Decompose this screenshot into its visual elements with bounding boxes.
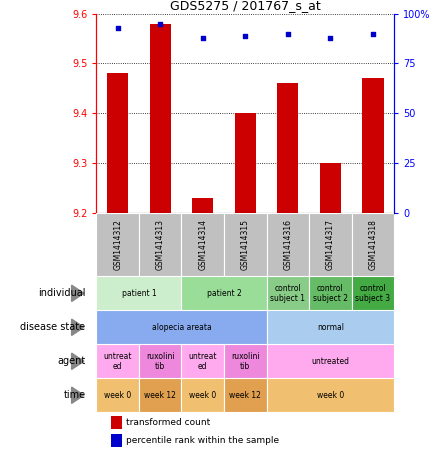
Text: alopecia areata: alopecia areata — [152, 323, 211, 332]
Bar — [139, 344, 181, 378]
Text: ruxolini
tib: ruxolini tib — [231, 352, 260, 371]
Text: patient 2: patient 2 — [207, 289, 241, 298]
Text: percentile rank within the sample: percentile rank within the sample — [126, 436, 279, 445]
Text: GSM1414316: GSM1414316 — [283, 219, 292, 270]
Text: individual: individual — [38, 288, 85, 299]
Bar — [181, 378, 224, 412]
Bar — [181, 213, 224, 276]
Title: GDS5275 / 201767_s_at: GDS5275 / 201767_s_at — [170, 0, 321, 12]
Polygon shape — [71, 353, 84, 370]
Bar — [309, 213, 352, 276]
Point — [199, 34, 206, 41]
Text: GSM1414312: GSM1414312 — [113, 219, 122, 270]
Text: untreated: untreated — [311, 357, 350, 366]
Text: patient 1: patient 1 — [121, 289, 156, 298]
Text: GSM1414314: GSM1414314 — [198, 219, 207, 270]
Bar — [320, 163, 341, 213]
Text: normal: normal — [317, 323, 344, 332]
Polygon shape — [71, 319, 84, 335]
Point — [369, 30, 376, 37]
Text: agent: agent — [57, 356, 85, 366]
Bar — [267, 344, 394, 378]
Bar — [277, 83, 298, 213]
Text: GSM1414318: GSM1414318 — [368, 219, 378, 270]
Bar — [192, 198, 213, 213]
Text: GSM1414315: GSM1414315 — [241, 219, 250, 270]
Bar — [352, 276, 394, 310]
Bar — [96, 378, 139, 412]
Bar — [267, 276, 309, 310]
Bar — [96, 276, 181, 310]
Bar — [224, 213, 267, 276]
Text: GSM1414313: GSM1414313 — [155, 219, 165, 270]
Text: control
subject 2: control subject 2 — [313, 284, 348, 303]
Bar — [139, 378, 181, 412]
Text: week 12: week 12 — [230, 391, 261, 400]
Bar — [352, 213, 394, 276]
Bar — [96, 310, 267, 344]
Bar — [111, 434, 122, 447]
Text: control
subject 3: control subject 3 — [355, 284, 391, 303]
Text: disease state: disease state — [20, 322, 85, 333]
Text: week 0: week 0 — [189, 391, 216, 400]
Bar — [107, 73, 128, 213]
Text: GSM1414317: GSM1414317 — [326, 219, 335, 270]
Bar — [309, 276, 352, 310]
Bar — [267, 213, 309, 276]
Bar — [149, 24, 171, 213]
Text: ruxolini
tib: ruxolini tib — [146, 352, 174, 371]
Bar — [224, 378, 267, 412]
Text: transformed count: transformed count — [126, 418, 210, 427]
Text: control
subject 1: control subject 1 — [270, 284, 305, 303]
Text: time: time — [63, 390, 85, 400]
Text: untreat
ed: untreat ed — [103, 352, 132, 371]
Text: week 0: week 0 — [104, 391, 131, 400]
Bar — [235, 113, 256, 213]
Bar — [181, 276, 267, 310]
Bar — [224, 344, 267, 378]
Bar — [267, 310, 394, 344]
Point — [157, 20, 164, 27]
Bar — [96, 344, 139, 378]
Point — [327, 34, 334, 41]
Bar — [181, 344, 224, 378]
Text: week 12: week 12 — [144, 391, 176, 400]
Bar — [139, 213, 181, 276]
Bar — [267, 378, 394, 412]
Text: untreat
ed: untreat ed — [188, 352, 217, 371]
Bar — [111, 416, 122, 429]
Bar — [96, 213, 139, 276]
Point — [242, 32, 249, 39]
Polygon shape — [71, 387, 84, 404]
Point — [284, 30, 291, 37]
Bar — [362, 78, 384, 213]
Text: week 0: week 0 — [317, 391, 344, 400]
Polygon shape — [71, 285, 84, 302]
Point — [114, 24, 121, 31]
